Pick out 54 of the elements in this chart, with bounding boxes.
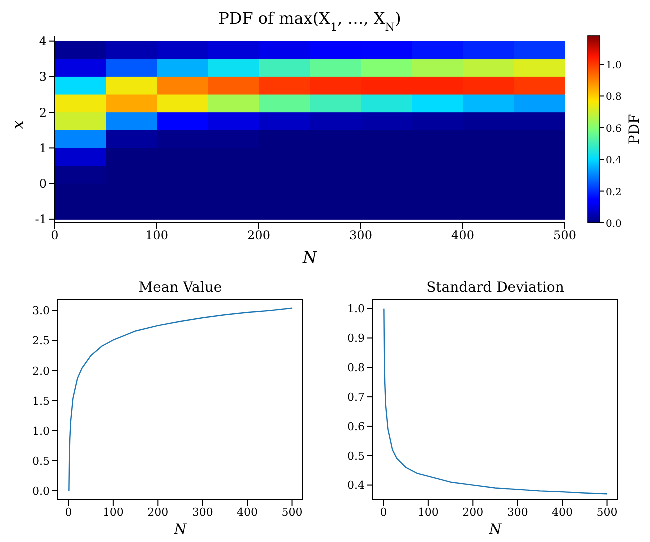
y-tick-label: 4	[39, 34, 48, 49]
chart-title: Mean Value	[138, 280, 222, 296]
x-tick-label: 300	[350, 228, 372, 243]
x-tick-label: 400	[237, 506, 258, 519]
y-tick-label: 1.5	[32, 394, 50, 408]
y-tick-label: 2.0	[32, 364, 50, 378]
x-tick-label: 100	[102, 506, 124, 519]
y-tick-label: 0	[39, 177, 47, 192]
x-tick-label: 0	[380, 506, 388, 519]
x-axis-title: N	[488, 522, 502, 538]
x-tick-label: 300	[507, 506, 528, 519]
y-tick-label: -1	[35, 212, 47, 227]
x-tick-label: 200	[462, 506, 484, 519]
line-series	[68, 308, 293, 492]
x-tick-label: 200	[148, 506, 169, 519]
color-bar-label: 0.6	[606, 124, 622, 135]
x-tick-label: 0	[65, 506, 72, 519]
y-tick-label: 3.0	[32, 304, 50, 318]
color-bar-label: 0.4	[606, 156, 622, 167]
x-tick-label: 500	[596, 506, 618, 519]
x-axis-title: N	[302, 248, 318, 267]
y-tick-label: 0.7	[348, 390, 365, 404]
x-tick-label: 200	[248, 228, 270, 243]
y-tick-label: 1	[39, 141, 47, 156]
x-tick-label: 500	[282, 506, 303, 519]
x-tick-label: 100	[146, 228, 168, 243]
y-tick-label: 1.0	[348, 302, 365, 316]
x-tick-label: 500	[554, 228, 576, 243]
y-axis-title: x	[8, 120, 28, 130]
y-tick-label: 2	[39, 106, 47, 120]
color-bar-label: 0.2	[606, 187, 622, 198]
x-axis-title: N	[173, 522, 188, 538]
line-series	[384, 308, 608, 495]
color-bar-label: 1.0	[606, 60, 622, 72]
color-bar-label: 0.8	[606, 92, 622, 104]
x-tick-label: 0	[51, 228, 59, 243]
x-tick-label: 300	[192, 506, 214, 519]
y-tick-label: 0.8	[348, 362, 365, 375]
y-tick-label: 0.6	[348, 420, 365, 434]
chart-title: PDF of max(X$_{1}$, …, X$_{N}$)	[218, 9, 402, 34]
color-bar-label: 0.0	[606, 219, 622, 230]
y-tick-label: 0.4	[348, 479, 365, 492]
x-tick-label: 400	[552, 506, 574, 519]
y-tick-label: 0.9	[348, 332, 365, 346]
y-tick-label: 0.0	[32, 484, 50, 498]
x-tick-label: 100	[418, 506, 439, 519]
y-tick-label: 0.5	[32, 454, 50, 468]
y-tick-label: 0.5	[348, 450, 365, 463]
chart-title: Standard Deviation	[426, 280, 564, 296]
y-tick-label: 3	[39, 70, 47, 84]
y-tick-label: 2.5	[32, 334, 50, 348]
x-tick-label: 400	[452, 228, 474, 243]
y-tick-label: 1.0	[32, 424, 50, 438]
color-bar-title: PDF	[627, 114, 643, 145]
